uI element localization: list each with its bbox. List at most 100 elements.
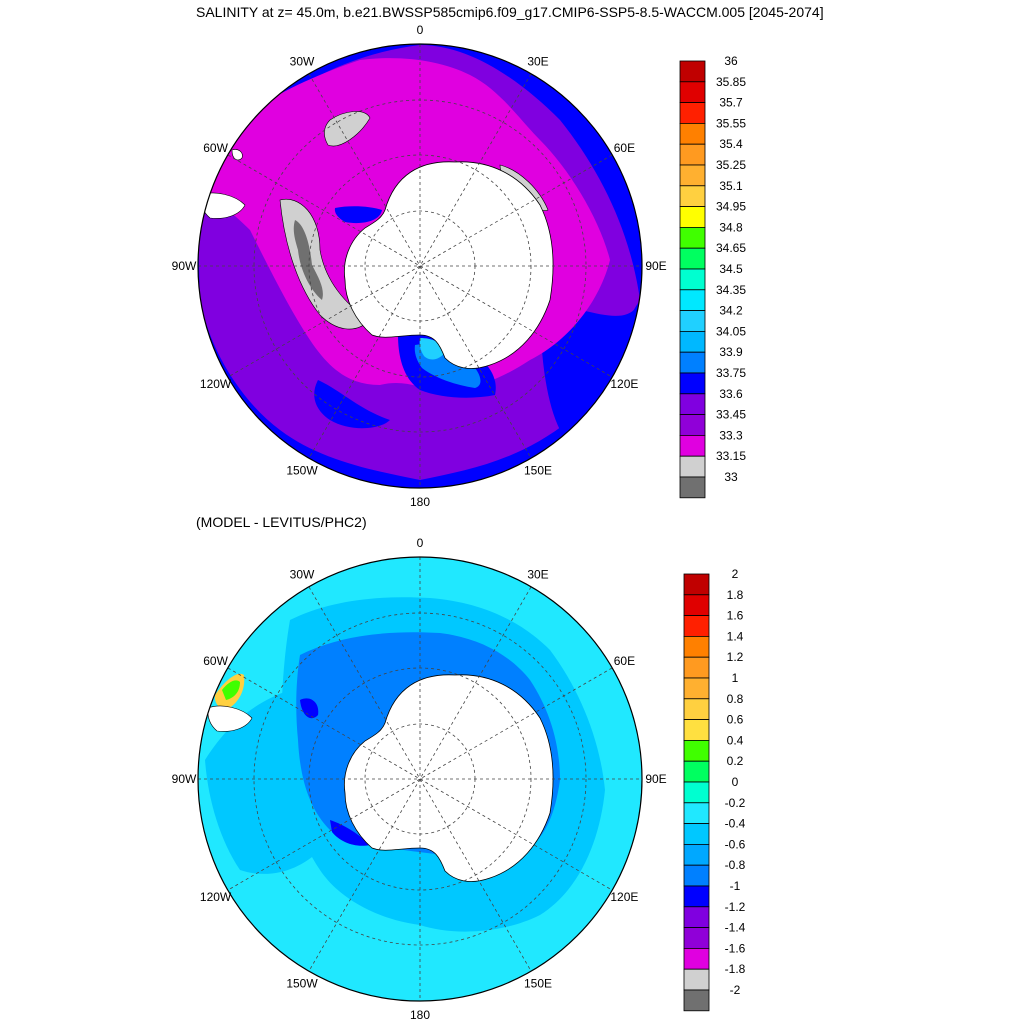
colorbar-swatch <box>679 455 706 478</box>
difference-map <box>197 556 643 1002</box>
colorbar-swatch <box>683 615 710 637</box>
colorbar-tick-label: 36 <box>724 54 738 68</box>
colorbar-swatch <box>679 185 706 208</box>
colorbar-tick-label: -1.8 <box>725 962 746 976</box>
colorbar-tick-label: 0.8 <box>727 692 744 706</box>
colorbar-tick-label: 34.2 <box>719 304 743 318</box>
colorbar-tick-label: 35.55 <box>716 116 746 130</box>
colorbar-tick-label: -1 <box>730 879 741 893</box>
colorbar-tick-label: 34.8 <box>719 220 743 234</box>
colorbar-swatch <box>679 289 706 311</box>
longitude-label: 90E <box>645 259 666 273</box>
longitude-label: 0 <box>417 23 424 37</box>
colorbar-swatch <box>679 414 706 436</box>
colorbar-swatch <box>679 330 706 353</box>
map-boundary <box>197 43 643 489</box>
longitude-label: 90W <box>172 259 197 273</box>
ocean-blue-patch <box>314 380 390 429</box>
longitude-labels-top: 0 30E 60E 90E 120E 150E 180 150W 120W 90W 60W 30W <box>172 23 667 509</box>
difference-title: (MODEL - LEVITUS/PHC2) <box>196 514 367 530</box>
longitude-label: 150W <box>286 976 318 990</box>
colorbar-swatch <box>683 885 710 908</box>
colorbar-tick-label: -1.4 <box>725 921 746 935</box>
positive-anomaly-patch <box>222 680 240 700</box>
colorbar-swatch <box>679 247 706 270</box>
longitude-label: 120W <box>200 377 232 391</box>
coastal-dark-blue-patch <box>330 820 370 846</box>
colorbar-tick-label: 35.7 <box>719 96 743 110</box>
colorbar-swatch <box>683 844 710 866</box>
colorbar-tick-label: -0.6 <box>725 837 746 851</box>
low-salinity-patch <box>324 111 371 147</box>
ocean-blue-band <box>205 690 320 874</box>
colorbar-tick-label: -0.2 <box>725 796 746 810</box>
colorbar-swatch <box>683 740 710 762</box>
colorbar-swatch <box>679 123 706 145</box>
longitude-labels-bottom: 0 30E 60E 90E 120E 150E 180 150W 120W 90W 60W 30W <box>172 536 667 1022</box>
colorbar-tick-label: 0.6 <box>727 713 744 727</box>
colorbar-tick-label: 35.25 <box>716 158 746 172</box>
colorbar-tick-label: 34.05 <box>716 324 746 338</box>
colorbar-tick-label: 33 <box>724 470 738 484</box>
colorbar-tick-label: 1.4 <box>727 629 744 643</box>
colorbar-tick-label: -1.2 <box>725 900 746 914</box>
south-america-landmass <box>207 705 253 732</box>
longitude-label: 30E <box>527 55 548 69</box>
colorbar-tick-label: 33.45 <box>716 408 746 422</box>
colorbar-tick-label: 2 <box>732 567 739 581</box>
longitude-label: 120E <box>610 377 638 391</box>
colorbar-tick-label: 34.95 <box>716 200 746 214</box>
longitude-label: 150E <box>524 463 552 477</box>
colorbar-swatch <box>683 989 710 1012</box>
colorbar-swatch <box>679 143 706 166</box>
graticule <box>198 557 642 1001</box>
longitude-label: 30E <box>527 568 548 582</box>
colorbar-tick-label: 0.4 <box>727 733 744 747</box>
colorbar-tick-label: 0.2 <box>727 754 744 768</box>
colorbar-swatch <box>679 393 706 415</box>
colorbar-swatch <box>679 372 706 395</box>
colorbar-tick-label: 34.35 <box>716 283 746 297</box>
colorbar-swatch <box>679 81 706 104</box>
colorbar-tick-label: -0.8 <box>725 858 746 872</box>
colorbar-tick-label: 1.2 <box>727 650 744 664</box>
colorbar-swatch <box>683 968 710 991</box>
colorbar-swatch <box>683 656 710 679</box>
graticule <box>198 44 642 488</box>
longitude-label: 60E <box>614 141 635 155</box>
colorbar-tick-label: 34.65 <box>716 241 746 255</box>
colorbar-tick-label: 1.6 <box>727 609 744 623</box>
colorbar-top: 36 35.85 35.7 35.55 35.4 35.25 35.1 34.95 34.8 34… <box>679 54 746 499</box>
longitude-label: 180 <box>410 495 430 509</box>
colorbar-tick-label: 33.9 <box>719 345 743 359</box>
colorbar-tick-label: -0.4 <box>725 817 746 831</box>
colorbar-tick-label: 35.4 <box>719 137 743 151</box>
colorbar-tick-label: 33.75 <box>716 366 746 380</box>
colorbar-swatch <box>683 948 710 970</box>
colorbar-tick-label: 0 <box>732 775 739 789</box>
antarctica-landmass <box>343 674 554 882</box>
longitude-label: 60E <box>614 654 635 668</box>
longitude-label: 0 <box>417 536 424 550</box>
longitude-label: 60W <box>203 654 228 668</box>
colorbar-swatch <box>679 310 706 332</box>
colorbar-swatch <box>679 206 706 228</box>
antarctica-landmass <box>343 161 554 369</box>
longitude-label: 30W <box>290 568 315 582</box>
colorbar-tick-label: 34.5 <box>719 262 743 276</box>
colorbar-swatch <box>679 226 706 249</box>
colorbar-tick-label: 35.1 <box>719 179 743 193</box>
longitude-label: 120W <box>200 890 232 904</box>
falkland-islands <box>231 149 243 161</box>
longitude-label: 120E <box>610 890 638 904</box>
longitude-label: 150E <box>524 976 552 990</box>
colorbar-swatch <box>683 823 710 845</box>
colorbar-swatch <box>679 60 706 83</box>
colorbar-swatch <box>679 434 706 457</box>
longitude-label: 180 <box>410 1008 430 1022</box>
longitude-label: 90E <box>645 772 666 786</box>
colorbar-swatch <box>679 476 706 499</box>
coastal-blue-patch <box>334 206 382 224</box>
colorbar-tick-label: 33.15 <box>716 449 746 463</box>
colorbar-swatch <box>683 677 710 700</box>
